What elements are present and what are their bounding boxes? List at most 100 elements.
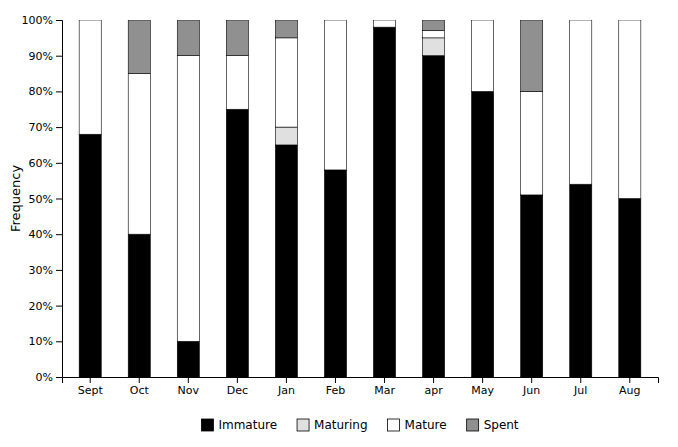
tick-mark [56,377,62,378]
tick-mark [629,377,630,383]
tick: Sept [78,377,104,397]
legend: Immature Maturing Mature Spent [201,418,518,432]
plot: SeptOctNovDecJanFebMaraprMayJunJulAug0%1… [22,14,659,397]
legend-swatch [388,419,400,431]
y-axis-title: Frequency [8,165,23,232]
bar [570,20,592,21]
bar [275,145,297,377]
bar [324,170,346,377]
bar [472,20,494,91]
tick: Feb [326,377,345,397]
tick: 80% [29,85,62,98]
bar [619,199,641,378]
bar [275,20,297,38]
bar [423,38,445,56]
tick-mark [237,377,238,383]
tick-label: 70% [29,121,53,134]
tick: 30% [29,264,62,277]
legend-label: Spent [484,418,519,432]
series [79,20,641,341]
legend-swatch [467,419,479,431]
tick-mark [531,377,532,383]
legend-item: Mature [388,418,447,432]
tick-label: 50% [29,193,53,206]
tick-mark [56,163,62,164]
tick-mark [56,234,62,235]
tick-mark [384,377,385,383]
tick-mark [188,377,189,383]
legend-label: Maturing [314,418,368,432]
tick-label: Nov [178,384,200,397]
bar [128,20,150,74]
tick: Dec [227,377,248,397]
tick: Jun [522,377,540,397]
x-axis: SeptOctNovDecJanFebMaraprMayJunJulAug [63,377,659,397]
legend-swatch [297,419,309,431]
bar [423,56,445,377]
bar [226,109,248,377]
tick-mark [56,127,62,128]
bar [226,56,248,110]
tick: 100% [22,14,62,27]
bar [423,31,445,38]
tick-label: 80% [29,85,53,98]
tick: Aug [619,377,640,397]
tick-label: Dec [227,384,248,397]
axis-line [63,378,659,384]
bar [570,184,592,377]
axis-line [56,21,63,378]
tick-mark [482,377,483,383]
tick-mark [433,377,434,383]
tick-label: 40% [29,228,53,241]
tick-label: 0% [36,371,53,384]
tick-mark [580,377,581,383]
bar [472,91,494,377]
bar [373,27,395,377]
tick-label: 20% [29,300,53,313]
tick-label: Jul [573,384,587,397]
tick: 20% [29,300,62,313]
tick-label: May [471,384,494,397]
tick: Mar [374,377,395,397]
series [275,38,444,145]
tick: 70% [29,121,62,134]
bars [79,20,641,377]
bar [619,20,641,21]
tick-mark [56,270,62,271]
bar [373,20,395,21]
bar [324,20,346,170]
tick-mark [139,377,140,383]
series [79,27,641,377]
tick: Nov [178,377,200,397]
tick: Oct [130,377,150,397]
bar [79,134,101,377]
tick-mark [56,56,62,57]
tick: 10% [29,335,62,348]
bar [521,20,543,91]
tick-label: Jun [522,384,540,397]
tick: 90% [29,50,62,63]
tick: Jan [277,377,295,397]
bar [177,341,199,377]
bar [79,20,101,134]
legend-item: Immature [201,418,277,432]
tick: May [471,377,494,397]
legend-swatch [201,419,213,431]
legend-item: Maturing [297,418,368,432]
tick-label: Jan [277,384,295,397]
bar [275,127,297,145]
tick: Jul [573,377,587,397]
y-axis: 0% 10% 20% 30% 40% 50% 60% 70% 80% 90% 100% [22,14,63,384]
tick-label: Mar [374,384,395,397]
tick-mark [56,306,62,307]
bar [324,20,346,21]
tick: 40% [29,228,62,241]
tick-label: Aug [619,384,640,397]
tick-label: 60% [29,157,53,170]
legend-label: Immature [218,418,277,432]
tick-label: Feb [326,384,345,397]
tick-mark [56,341,62,342]
bar [177,56,199,342]
tick-label: 90% [29,50,53,63]
bar [275,38,297,127]
